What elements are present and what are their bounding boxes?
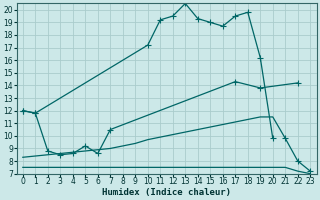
X-axis label: Humidex (Indice chaleur): Humidex (Indice chaleur): [102, 188, 231, 197]
